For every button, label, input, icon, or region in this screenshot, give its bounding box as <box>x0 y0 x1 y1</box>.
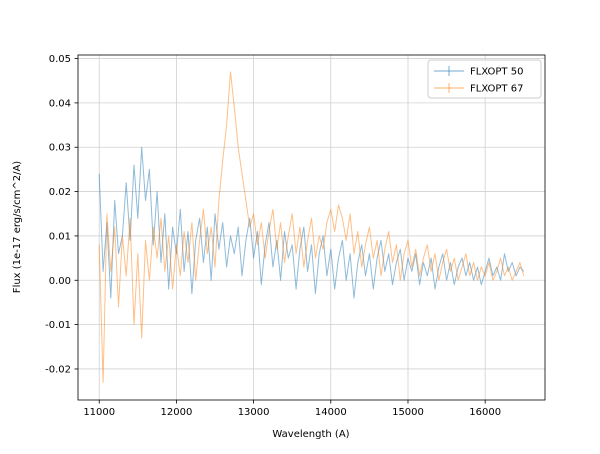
y-tick-label: -0.01 <box>45 320 71 331</box>
x-tick-label: 11000 <box>83 407 115 418</box>
series-lines <box>98 71 525 383</box>
series-line-flxopt-67 <box>98 71 525 383</box>
y-tick-label: 0.03 <box>49 143 71 154</box>
x-tick-label: 16000 <box>469 407 501 418</box>
y-tick-label: 0.02 <box>49 187 71 198</box>
plot-border <box>77 54 546 401</box>
x-tick-label: 13000 <box>238 407 270 418</box>
legend-entry-flxopt-67: FLXOPT 67 <box>434 83 523 95</box>
series-line-flxopt-50 <box>98 146 525 299</box>
gridlines <box>78 55 545 400</box>
y-tick-label: 0.04 <box>49 98 71 109</box>
legend-label-flxopt-50: FLXOPT 50 <box>470 67 523 78</box>
y-tick-label: 0.05 <box>49 54 71 65</box>
tick-labels: 11000 12000 13000 14000 15000 16000 -0.02 -0.01… <box>45 54 501 418</box>
legend-entry-flxopt-50: FLXOPT 50 <box>434 66 523 78</box>
y-tick-label: 0.01 <box>49 231 71 242</box>
x-tick-label: 14000 <box>315 407 347 418</box>
x-tick-label: 12000 <box>161 407 193 418</box>
x-tick-label: 15000 <box>392 407 424 418</box>
y-axis-label: Flux (1e-17 erg/s/cm^2/A) <box>12 161 23 293</box>
x-axis-label: Wavelength (A) <box>272 429 349 440</box>
y-tick-label: 0.00 <box>49 276 71 287</box>
y-tick-label: -0.02 <box>45 364 71 375</box>
legend-label-flxopt-67: FLXOPT 67 <box>470 84 523 95</box>
tick-marks <box>74 58 486 404</box>
legend: FLXOPT 50 FLXOPT 67 <box>427 59 542 99</box>
